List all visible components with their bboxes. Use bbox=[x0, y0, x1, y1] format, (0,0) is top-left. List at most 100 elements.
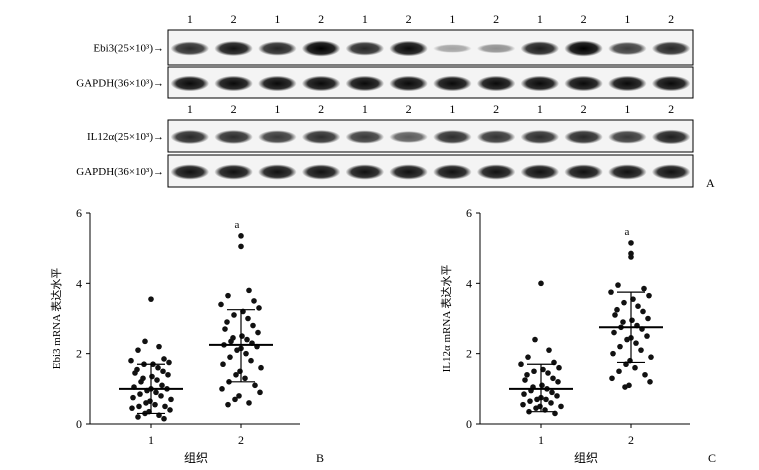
data-point bbox=[633, 340, 639, 346]
chart-b-ebi3-mrna: 0 2 4 6 1 2 组织 Ebi3 mRNA 表达水平 Ba bbox=[49, 206, 324, 465]
blot-band bbox=[608, 164, 647, 180]
data-point bbox=[622, 384, 628, 390]
blot-band bbox=[214, 164, 253, 180]
data-point bbox=[161, 356, 167, 362]
data-point bbox=[531, 368, 537, 375]
y-tick-label: 0 bbox=[76, 417, 82, 431]
blot-band bbox=[476, 43, 516, 54]
data-point bbox=[225, 401, 231, 408]
data-point bbox=[138, 379, 144, 385]
blot-band bbox=[520, 129, 560, 145]
blot-band bbox=[389, 75, 428, 92]
blot-band bbox=[345, 41, 385, 56]
blot-band bbox=[608, 130, 647, 144]
data-point bbox=[219, 386, 225, 392]
lane-label: 1 bbox=[537, 12, 543, 26]
data-point bbox=[243, 350, 249, 357]
data-point bbox=[149, 373, 155, 380]
data-point bbox=[518, 361, 524, 368]
data-point bbox=[238, 233, 244, 239]
data-point bbox=[539, 382, 545, 389]
significance-marker: a bbox=[625, 226, 630, 238]
lane-label: 1 bbox=[624, 12, 630, 26]
data-point bbox=[132, 370, 138, 376]
data-point bbox=[148, 296, 154, 302]
data-point bbox=[527, 398, 533, 404]
data-point bbox=[222, 326, 228, 332]
lane-label: 1 bbox=[449, 102, 455, 116]
blot-band bbox=[214, 40, 253, 57]
blot-band bbox=[389, 131, 428, 143]
data-point bbox=[558, 403, 564, 410]
x-tick-label: 2 bbox=[238, 433, 244, 447]
blot-band bbox=[170, 75, 210, 92]
lane-label: 1 bbox=[187, 102, 193, 116]
y-axis-title: Ebi3 mRNA 表达水平 bbox=[49, 268, 63, 369]
chart-c-il12a-mrna: 0 2 4 6 1 2 组织 IL12α mRNA 表达水平 Ca bbox=[439, 206, 716, 465]
data-point bbox=[137, 391, 143, 397]
lane-label: 2 bbox=[668, 102, 674, 116]
data-point bbox=[233, 371, 239, 378]
data-point bbox=[615, 282, 621, 288]
data-point bbox=[244, 336, 250, 343]
blot-band bbox=[651, 75, 691, 92]
lane-label: 2 bbox=[318, 12, 324, 26]
blot-band bbox=[608, 75, 647, 92]
lane-label: 2 bbox=[493, 102, 499, 116]
data-point bbox=[525, 354, 531, 360]
blot-band bbox=[476, 130, 516, 144]
data-point bbox=[257, 389, 263, 396]
y-tick-label: 0 bbox=[466, 417, 472, 431]
lane-label: 1 bbox=[274, 102, 280, 116]
blot-band bbox=[476, 75, 516, 92]
data-point bbox=[549, 389, 555, 396]
data-point bbox=[550, 375, 556, 382]
x-tick-label: 1 bbox=[538, 433, 544, 447]
data-point bbox=[166, 359, 172, 366]
data-point bbox=[224, 319, 230, 325]
data-point bbox=[142, 338, 148, 345]
y-tick-label: 6 bbox=[76, 206, 82, 220]
blot-band bbox=[476, 164, 516, 180]
blot-band bbox=[564, 75, 603, 92]
data-point bbox=[629, 317, 635, 324]
data-point bbox=[548, 400, 554, 406]
data-point bbox=[641, 285, 647, 292]
data-point bbox=[231, 312, 237, 318]
lane-label: 2 bbox=[493, 12, 499, 26]
data-point bbox=[246, 287, 252, 294]
blot-band bbox=[301, 40, 341, 57]
lane-label: 1 bbox=[362, 12, 368, 26]
data-point bbox=[624, 336, 630, 343]
data-point bbox=[635, 303, 641, 309]
data-point bbox=[154, 377, 160, 383]
blot-band bbox=[258, 41, 297, 56]
data-point bbox=[621, 299, 627, 306]
y-tick-label: 2 bbox=[466, 347, 472, 361]
data-point bbox=[612, 312, 618, 318]
panel-a-western-blot: 1 2 1 2 1 2 1 2 1 2 1 2 1 2 1 2 1 2 1 2 1 2 1 2 Ebi3(25×10³)→ GAP… bbox=[76, 12, 694, 188]
data-point bbox=[648, 354, 654, 360]
data-point bbox=[556, 364, 562, 371]
blot-band bbox=[608, 41, 647, 56]
data-point bbox=[628, 254, 634, 260]
data-point bbox=[129, 405, 135, 411]
panel-letter: C bbox=[708, 451, 716, 465]
data-point bbox=[255, 329, 261, 336]
blot-label: GAPDH(36×10³)→ bbox=[76, 78, 164, 90]
lane-label: 2 bbox=[406, 102, 412, 116]
blot-band bbox=[214, 75, 253, 92]
lane-label: 1 bbox=[274, 12, 280, 26]
x-tick-label: 2 bbox=[628, 433, 634, 447]
y-tick-label: 4 bbox=[466, 276, 472, 290]
blot-label: IL12α(25×10³)→ bbox=[87, 131, 164, 143]
blot-band bbox=[214, 129, 253, 145]
data-point bbox=[242, 375, 248, 382]
data-point bbox=[628, 240, 634, 246]
data-point bbox=[524, 371, 530, 378]
blot-band bbox=[520, 41, 560, 56]
lane-label: 1 bbox=[537, 102, 543, 116]
data-point bbox=[534, 396, 540, 403]
data-point bbox=[543, 396, 549, 403]
blot-band bbox=[258, 75, 297, 92]
